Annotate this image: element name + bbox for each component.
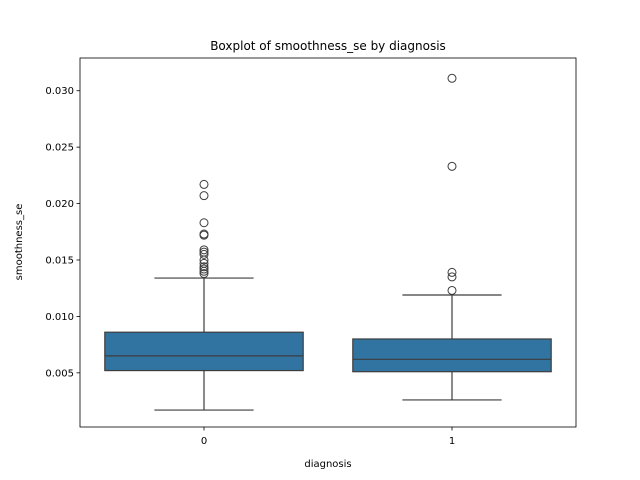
outlier-point [447,285,457,295]
x-tick-label: 0 [201,436,207,447]
axes: 0.005 0.010 0.015 0.020 0.025 0.030 0 1 [45,86,455,447]
y-tick-label: 0.015 [45,255,74,266]
outlier-point [199,255,209,265]
outlier-point [199,266,209,276]
iqr-box [352,338,552,373]
outlier-point [199,269,209,279]
outlier-point [199,249,209,259]
outlier-point [447,161,457,171]
box-group-1 [352,73,552,401]
outlier-point [199,245,209,255]
y-tick-label: 0.020 [45,199,74,210]
outlier-point [447,267,457,277]
x-axis-label: diagnosis [304,459,351,470]
y-tick-label: 0.030 [45,86,74,97]
outlier-point [447,272,457,282]
outlier-point [199,230,209,240]
x-tick-label: 1 [449,436,455,447]
outlier-point [199,218,209,228]
plot-area [104,73,552,411]
outlier-point [199,264,209,274]
outlier-point [199,191,209,201]
outlier-point [199,179,209,189]
box-group-0 [104,179,304,411]
y-tick-label: 0.005 [45,368,74,379]
axes-frame [79,57,577,428]
outlier-point [447,73,457,83]
iqr-box [104,331,304,372]
y-tick-label: 0.025 [45,143,74,154]
outlier-point [199,262,209,272]
y-axis-label: smoothness_se [14,204,25,281]
y-tick-label: 0.010 [45,312,74,323]
chart-title: Boxplot of smoothness_se by diagnosis [210,39,446,53]
